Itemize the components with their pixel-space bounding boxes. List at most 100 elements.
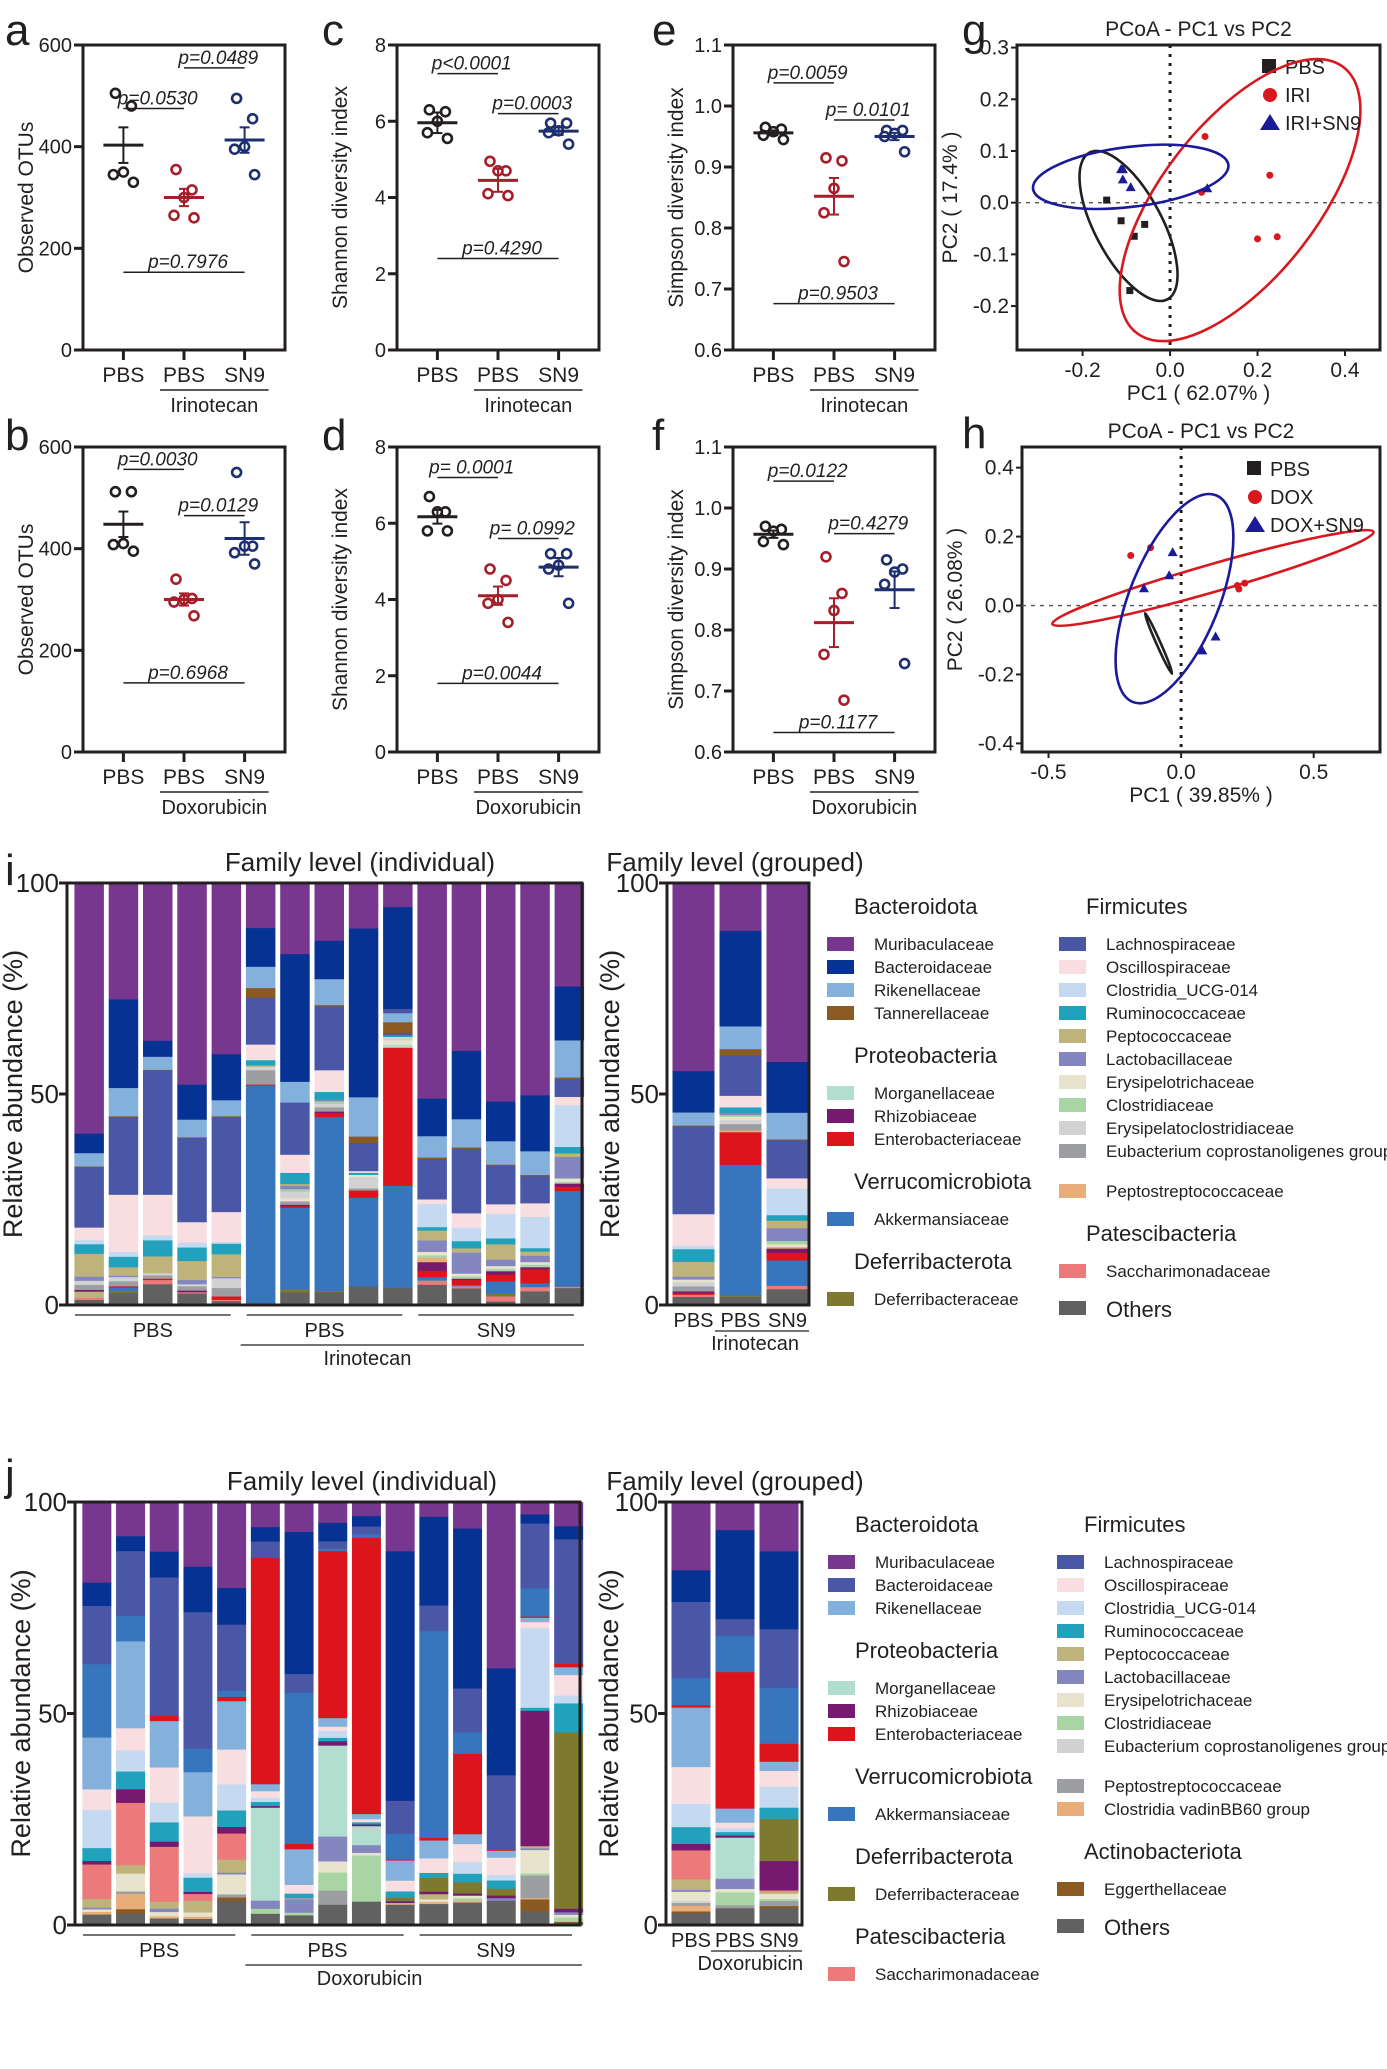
y-tick-label: 1.0: [694, 96, 722, 118]
bar-segment: [419, 1630, 449, 1838]
bar-segment: [719, 1296, 762, 1306]
y-tick-label: 50: [38, 1699, 67, 1729]
data-point: [878, 578, 891, 591]
bar-segment: [719, 1048, 762, 1056]
chart-title: PCoA - PC1 vs PC2: [1105, 18, 1292, 41]
y-axis-label: Relative abundance (%): [595, 950, 625, 1238]
bar-segment: [183, 1912, 213, 1917]
bar-segment: [766, 1112, 809, 1140]
legend-swatch: [1057, 1739, 1084, 1753]
bar-segment: [351, 1526, 381, 1535]
bar-segment: [486, 1203, 516, 1215]
bar-segment: [486, 1857, 516, 1875]
dot-plot-d: 0 2 4 6 8 Shannon diversity index PBS PBS SN9 Dox…: [329, 437, 601, 819]
bar-segment: [451, 883, 482, 1051]
panel-letter-h: h: [962, 409, 986, 458]
bar-segment: [348, 1142, 379, 1172]
bar-segment: [116, 1802, 146, 1866]
data-point: [482, 187, 494, 200]
bar-segment: [245, 987, 276, 998]
legend-swatch: [1057, 1578, 1084, 1592]
legend-label: Rikenellaceae: [875, 1599, 982, 1618]
bar-segment: [183, 1566, 213, 1613]
bar-segment: [766, 1227, 809, 1242]
bar-segment: [149, 1822, 179, 1842]
legend-label: Erysipelotrichaceae: [1104, 1691, 1252, 1710]
stacked-bar-j-individual: Family level (individual) 0 50 100 Relative …: [6, 1466, 584, 1990]
y-tick-label: 8: [375, 35, 386, 57]
y-tick-label: 1.1: [694, 35, 722, 57]
bar-segment: [672, 1276, 715, 1280]
bar-segment: [116, 1873, 146, 1892]
bar-segment: [318, 1717, 348, 1727]
bar-segment: [671, 1911, 711, 1914]
bar-segment: [280, 1081, 310, 1103]
bar-segment: [383, 1034, 413, 1038]
bar-segment: [314, 978, 344, 1006]
bar-segment: [284, 1673, 314, 1693]
bar-segment: [280, 1191, 310, 1199]
bar-segment: [318, 1550, 348, 1719]
bar-segment: [284, 1912, 314, 1916]
legend-swatch: [1057, 1670, 1084, 1684]
bar-segment: [245, 883, 276, 929]
bar-segment: [759, 1550, 799, 1630]
legend-label: IRI+SN9: [1285, 113, 1361, 135]
bar-segment: [385, 1859, 415, 1861]
x-tick-label: PBS: [673, 1310, 713, 1332]
x-tick-label: PBS: [813, 364, 855, 387]
bar-segment: [520, 1588, 550, 1617]
y-tick-label: 400: [39, 539, 72, 561]
y-axis-label: Observed OTUs: [15, 524, 38, 676]
bar-segment: [417, 1251, 447, 1256]
bar-segment: [554, 1146, 585, 1154]
bar-segment: [348, 1188, 379, 1191]
bar-segment: [554, 883, 585, 987]
legend-swatch: [827, 1086, 854, 1100]
bar-segment: [766, 1240, 809, 1245]
legend-swatch: [827, 960, 854, 974]
bar-segment: [284, 1893, 314, 1899]
bar-segment: [417, 883, 447, 1099]
y-tick-label: 600: [39, 437, 72, 459]
bar-segment: [671, 1766, 711, 1804]
bar-segment: [177, 1242, 207, 1248]
data-point: [188, 212, 200, 224]
bar-segment: [183, 1816, 213, 1874]
legend-phylum: Verrucomicrobiota: [854, 1169, 1032, 1194]
bar-segment: [280, 1201, 310, 1205]
data-point: [898, 657, 911, 670]
bar-segment: [383, 1021, 413, 1034]
bar-segment: [417, 1284, 447, 1306]
bar-segment: [715, 1888, 755, 1893]
bar-segment: [453, 1833, 483, 1845]
data-point-circle: [1235, 585, 1243, 593]
bar-segment: [116, 1891, 146, 1895]
pvalue-label: p=0.6968: [147, 663, 228, 684]
bar-segment: [314, 1101, 344, 1104]
bar-segment: [520, 1216, 550, 1249]
bar-segment: [554, 1190, 585, 1287]
bar-segment: [759, 1898, 799, 1901]
legend-swatch: [1057, 1555, 1084, 1569]
bar-segment: [672, 1261, 715, 1277]
y-axis-label: PC2 ( 26.08% ): [944, 528, 967, 672]
bar-segment: [715, 1907, 755, 1926]
data-point: [125, 485, 138, 498]
bar-segment: [348, 928, 379, 1098]
legend-label: Eubacterium coprostanoligenes group: [1104, 1737, 1387, 1756]
data-point-triangle: [1117, 174, 1128, 184]
bar-segment: [245, 1066, 276, 1071]
bar-segment: [82, 1860, 112, 1865]
x-tick-label: 0.0: [1155, 359, 1184, 382]
data-point: [109, 485, 122, 498]
y-tick-label: 1.1: [694, 437, 722, 459]
bar-segment: [284, 1899, 314, 1913]
data-point: [421, 525, 434, 537]
stacked-bar-i-grouped: Family level (grouped) 0 50 100 Relative abu…: [595, 847, 864, 1355]
data-point-circle: [1273, 233, 1281, 241]
bar-segment: [486, 1874, 516, 1881]
legend-phylum: Bacteroidota: [855, 1512, 979, 1537]
bar-segment: [759, 1687, 799, 1744]
y-tick-label: 0.1: [980, 140, 1009, 163]
